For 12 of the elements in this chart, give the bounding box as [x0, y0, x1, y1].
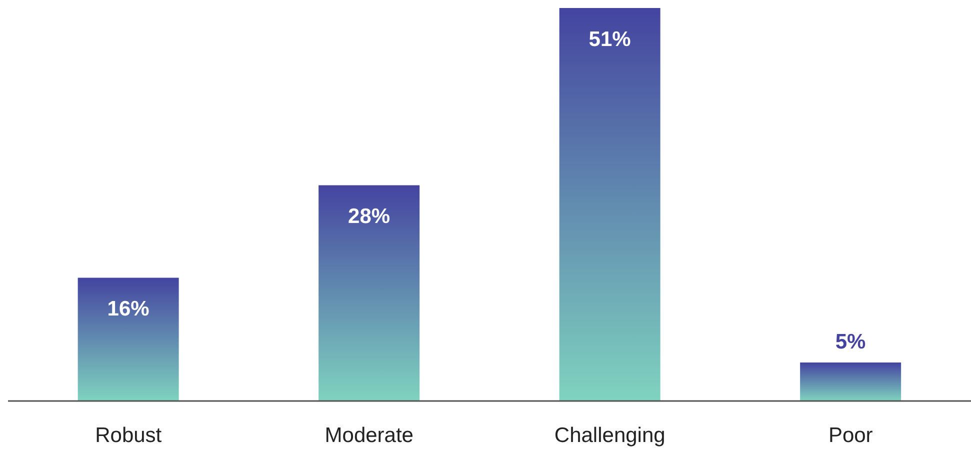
data-label: 28%	[348, 205, 390, 228]
x-tick-label: Poor	[828, 424, 873, 447]
bar	[78, 278, 179, 401]
bar	[800, 362, 902, 401]
data-label: 16%	[107, 298, 150, 321]
x-tick-label: Robust	[95, 424, 162, 447]
x-tick-label: Moderate	[324, 424, 414, 447]
data-label: 5%	[835, 330, 866, 354]
x-tick-label: Challenging	[554, 424, 666, 447]
bar	[318, 185, 420, 401]
data-label: 51%	[588, 28, 632, 51]
bar	[559, 8, 660, 401]
